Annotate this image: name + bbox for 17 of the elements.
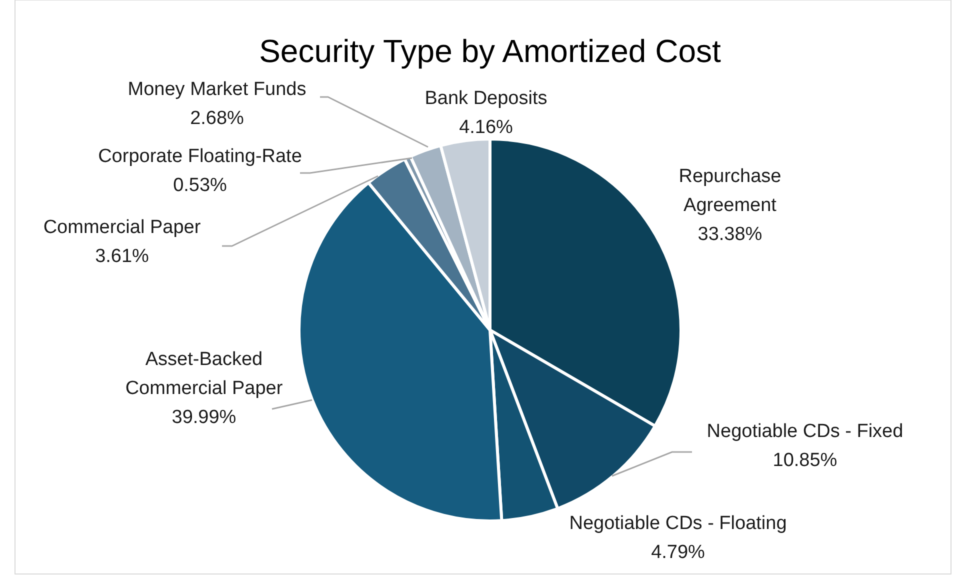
slice-label: Negotiable CDs - Floating — [569, 513, 787, 534]
data-label: 2.68% — [190, 108, 244, 129]
data-label: 33.38% — [698, 224, 762, 245]
slice-label: Negotiable CDs - Fixed — [706, 421, 904, 442]
data-label: 39.99% — [172, 407, 236, 428]
data-label: 0.53% — [173, 175, 228, 196]
slice-label: Commercial Paper — [43, 217, 202, 238]
slice-label: Repurchase Agreement — [678, 166, 782, 216]
data-label: 4.79% — [651, 542, 706, 563]
data-label: 3.61% — [95, 246, 150, 267]
slice-label: Corporate Floating-Rate — [98, 146, 302, 167]
slice-label: Bank Deposits — [424, 88, 548, 109]
data-label: 4.16% — [459, 117, 514, 138]
data-label: 10.85% — [772, 450, 838, 471]
slice-label: Money Market Funds — [128, 79, 306, 100]
chart-title: Security Type by Amortized Cost — [259, 33, 722, 69]
slice-label: Asset-Backed Commercial Paper — [125, 349, 284, 399]
